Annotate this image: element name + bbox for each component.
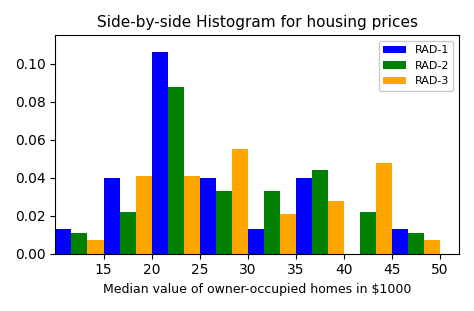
Bar: [232, 149, 247, 254]
Bar: [424, 240, 440, 254]
Bar: [264, 191, 280, 254]
Bar: [376, 163, 392, 254]
Title: Side-by-side Histogram for housing prices: Side-by-side Histogram for housing price…: [97, 15, 418, 30]
Bar: [280, 214, 296, 254]
Bar: [88, 240, 103, 254]
Legend: RAD-1, RAD-2, RAD-3: RAD-1, RAD-2, RAD-3: [379, 41, 454, 91]
Bar: [119, 212, 136, 254]
Bar: [72, 233, 88, 254]
Bar: [216, 191, 232, 254]
Bar: [200, 178, 216, 254]
X-axis label: Median value of owner-occupied homes in $1000: Median value of owner-occupied homes in …: [103, 283, 411, 296]
Bar: [360, 212, 376, 254]
Bar: [152, 53, 168, 254]
Bar: [328, 201, 344, 254]
Bar: [55, 229, 72, 254]
Bar: [392, 229, 408, 254]
Bar: [247, 229, 264, 254]
Bar: [408, 233, 424, 254]
Bar: [183, 176, 200, 254]
Bar: [103, 178, 119, 254]
Bar: [136, 176, 152, 254]
Bar: [168, 86, 183, 254]
Bar: [296, 178, 312, 254]
Bar: [312, 170, 328, 254]
